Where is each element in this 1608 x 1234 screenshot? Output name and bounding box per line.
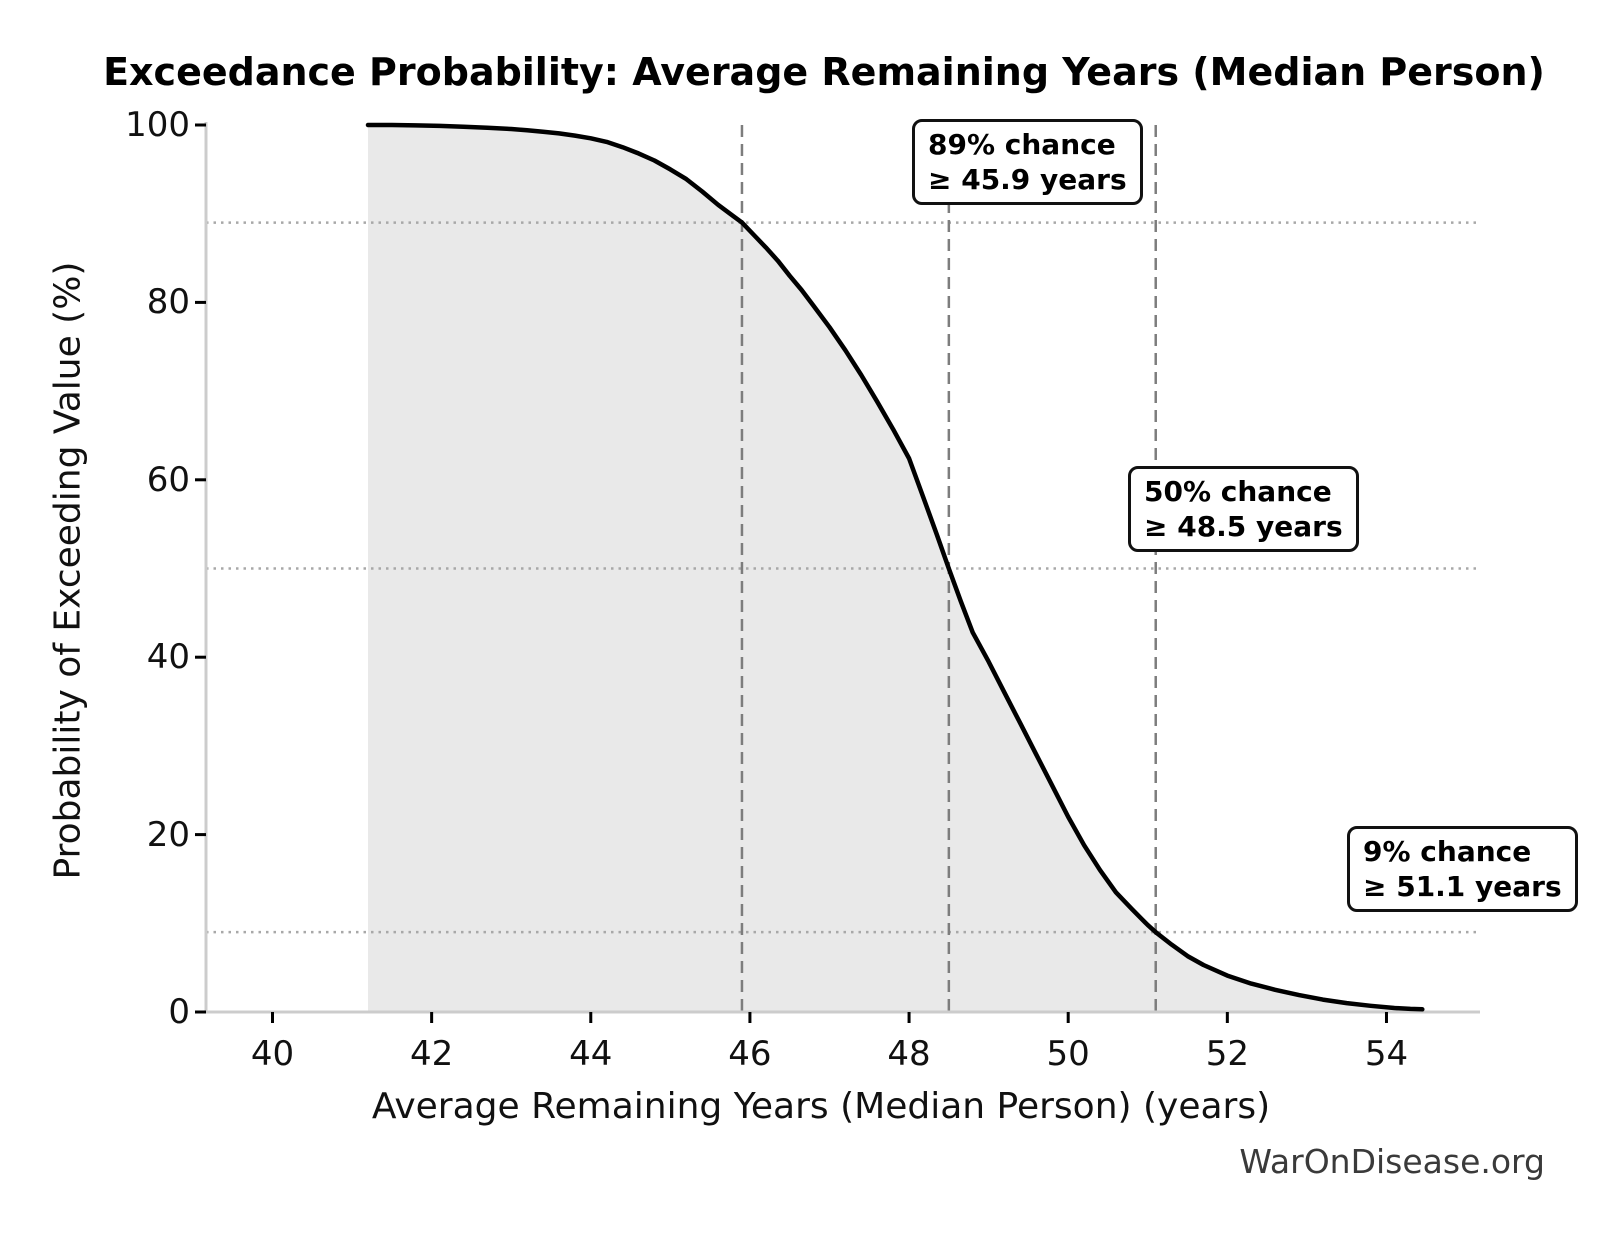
y-tick-label: 80 <box>146 282 190 323</box>
annotation-years-text: ≥ 45.9 years <box>928 163 1127 196</box>
annotation-chance-text: 50% chance <box>1144 475 1332 508</box>
x-tick-label: 54 <box>1364 1034 1409 1074</box>
annotation-50-percent: 50% chance ≥ 48.5 years <box>1128 466 1359 552</box>
x-tick-label: 40 <box>250 1034 295 1074</box>
x-tick-label: 46 <box>728 1034 772 1074</box>
exceedance-curve <box>365 122 1425 1012</box>
annotation-years-text: ≥ 48.5 years <box>1144 510 1343 543</box>
y-tick-label: 20 <box>146 814 190 855</box>
x-tick-label: 42 <box>409 1034 454 1074</box>
x-tick-label: 48 <box>887 1034 931 1074</box>
y-tick-label: 60 <box>146 459 190 500</box>
shaded-area-under-curve <box>368 125 1423 1012</box>
x-tick-label: 50 <box>1046 1034 1090 1074</box>
watermark-text: WarOnDisease.org <box>1239 1142 1545 1181</box>
annotation-years-text: ≥ 51.1 years <box>1363 870 1562 903</box>
x-axis-label: Average Remaining Years (Median Person) … <box>371 1086 1271 1127</box>
y-tick-label: 0 <box>168 992 190 1032</box>
annotation-9-percent: 9% chance ≥ 51.1 years <box>1347 826 1578 912</box>
x-tick-label: 44 <box>569 1034 613 1074</box>
chart-title: Exceedance Probability: Average Remainin… <box>103 50 1545 94</box>
annotation-chance-text: 89% chance <box>928 128 1116 161</box>
annotation-chance-text: 9% chance <box>1363 835 1532 868</box>
y-tick-label: 40 <box>146 637 190 678</box>
annotation-89-percent: 89% chance ≥ 45.9 years <box>912 119 1143 205</box>
x-tick-label: 52 <box>1205 1034 1249 1074</box>
y-tick-label: 100 <box>125 105 190 145</box>
